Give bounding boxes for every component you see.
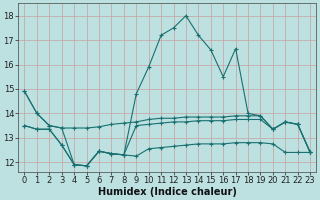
X-axis label: Humidex (Indice chaleur): Humidex (Indice chaleur)	[98, 187, 237, 197]
